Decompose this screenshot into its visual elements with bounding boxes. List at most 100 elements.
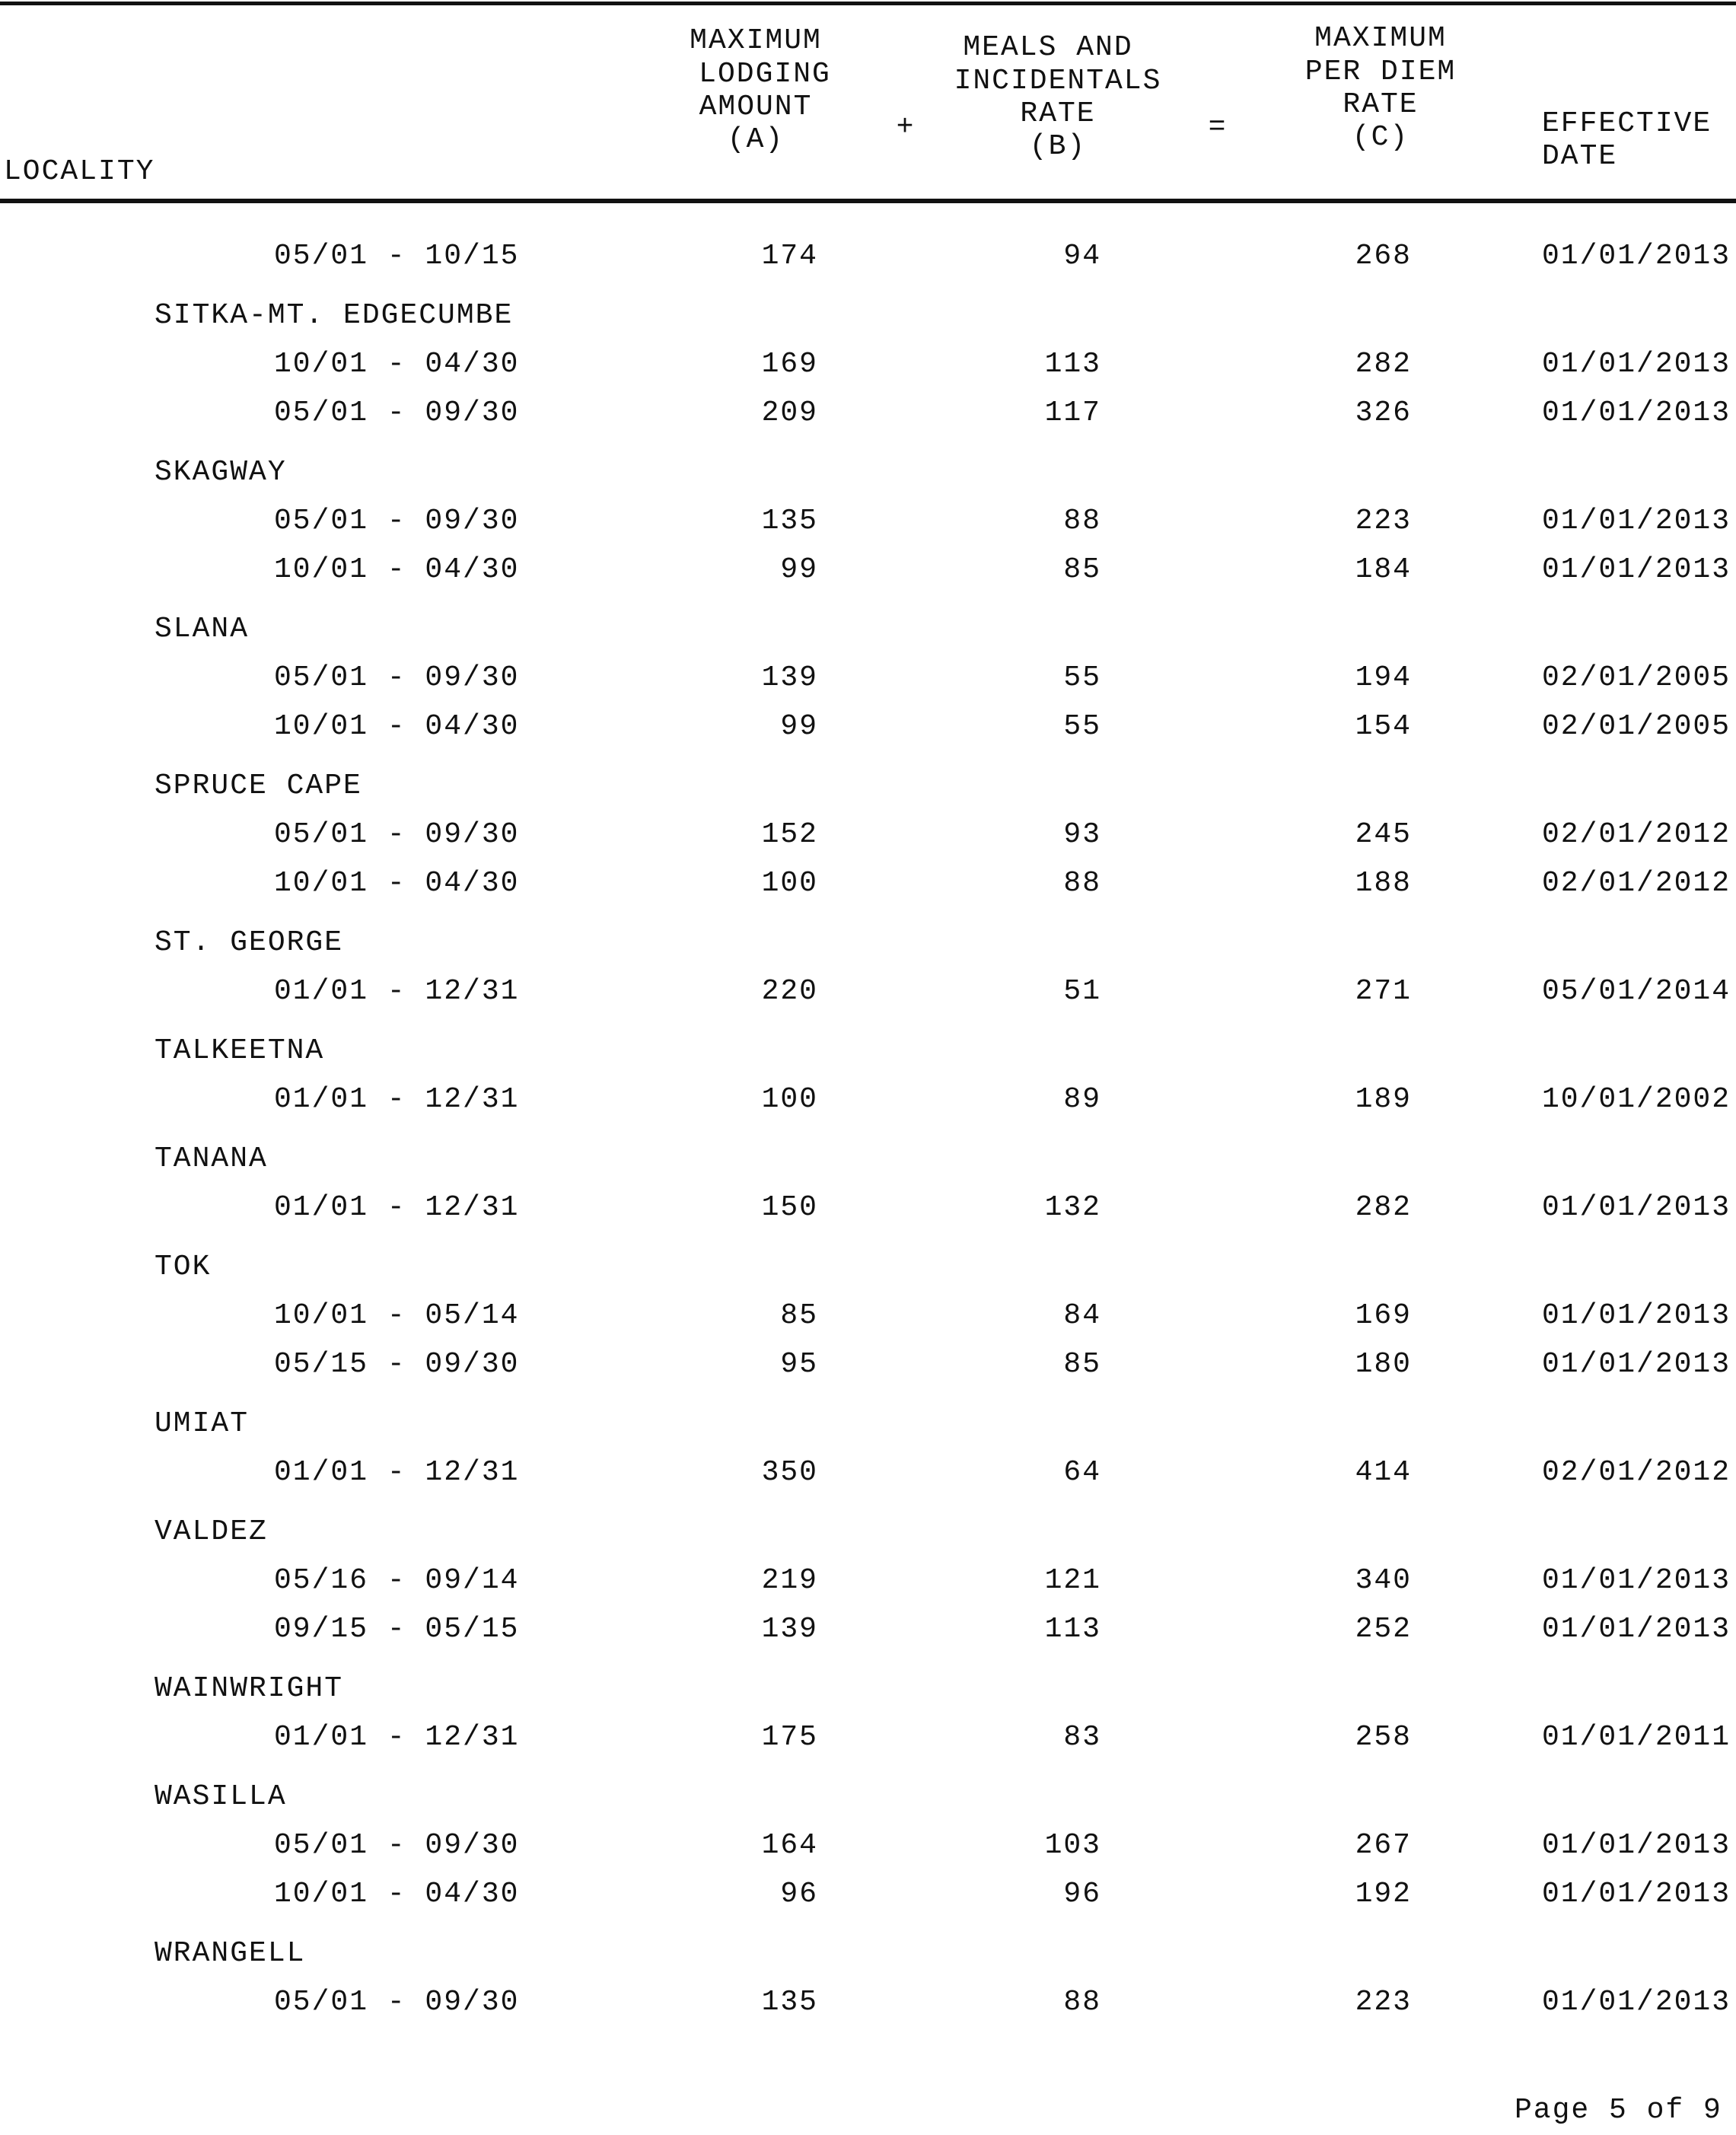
lodging-amount: 164 (761, 1829, 818, 1862)
locality-row: WASILLA (0, 1773, 1736, 1821)
header-perdiem-2: PER DIEM (1304, 56, 1457, 88)
lodging-amount: 169 (761, 348, 818, 381)
effective-date: 02/01/2005 (1542, 710, 1731, 743)
mie-rate: 96 (1063, 1878, 1101, 1910)
per-diem-rate: 223 (1355, 505, 1412, 537)
mie-rate: 55 (1063, 661, 1101, 694)
lodging-amount: 135 (761, 505, 818, 537)
mie-rate: 55 (1063, 710, 1101, 743)
locality-name: UMIAT (154, 1407, 250, 1440)
season-range: 05/01 - 09/30 (274, 397, 520, 429)
locality-row: SPRUCE CAPE (0, 762, 1736, 811)
header-effective-1: EFFECTIVE (1542, 107, 1712, 140)
mie-rate: 93 (1063, 818, 1101, 851)
header-lodging-4: (A) (727, 123, 785, 156)
season-range: 10/01 - 05/14 (274, 1299, 520, 1332)
effective-date: 02/01/2012 (1542, 818, 1731, 851)
effective-date: 01/01/2013 (1542, 553, 1731, 586)
per-diem-rate: 154 (1355, 710, 1412, 743)
header-effective-2: DATE (1542, 140, 1618, 173)
per-diem-rate: 184 (1355, 553, 1412, 586)
table-row: 10/01 - 05/14 85 84 169 01/01/2013 (0, 1292, 1736, 1340)
locality-row: VALDEZ (0, 1508, 1736, 1557)
season-range: 10/01 - 04/30 (274, 867, 520, 900)
locality-row: TOK (0, 1243, 1736, 1292)
table-row: 05/01 - 09/30 139 55 194 02/01/2005 (0, 654, 1736, 703)
effective-date: 01/01/2013 (1542, 1191, 1731, 1224)
page-number: Page 5 of 9 (1515, 2094, 1722, 2127)
season-range: 05/16 - 09/14 (274, 1564, 520, 1597)
per-diem-rate: 267 (1355, 1829, 1412, 1862)
season-range: 01/01 - 12/31 (274, 975, 520, 1008)
header-lodging-3: AMOUNT (699, 91, 813, 123)
per-diem-rate: 414 (1355, 1456, 1412, 1489)
locality-name: SKAGWAY (154, 456, 287, 489)
effective-date: 01/01/2013 (1542, 1613, 1731, 1646)
table-row: 05/01 - 09/30 135 88 223 01/01/2013 (0, 497, 1736, 546)
effective-date: 01/01/2013 (1542, 505, 1731, 537)
header-mie-1: MEALS AND (963, 31, 1133, 64)
header-lodging-1: MAXIMUM (690, 24, 822, 57)
lodging-amount: 152 (761, 818, 818, 851)
table-row: 05/01 - 10/15 174 94 268 01/01/2013 (0, 232, 1736, 281)
mie-rate: 103 (1044, 1829, 1101, 1862)
lodging-amount: 150 (761, 1191, 818, 1224)
table-row: 10/01 - 04/30 99 85 184 01/01/2013 (0, 546, 1736, 594)
season-range: 01/01 - 12/31 (274, 1721, 520, 1754)
header-mie-3: RATE (1020, 97, 1096, 130)
mie-rate: 51 (1063, 975, 1101, 1008)
effective-date: 10/01/2002 (1542, 1083, 1731, 1116)
effective-date: 01/01/2013 (1542, 240, 1731, 272)
table-row: 05/01 - 09/30 135 88 223 01/01/2013 (0, 1978, 1736, 2027)
header-mie-4: (B) (1029, 130, 1087, 163)
lodging-amount: 96 (780, 1878, 818, 1910)
per-diem-rate: 252 (1355, 1613, 1412, 1646)
per-diem-rate: 223 (1355, 1986, 1412, 2019)
mie-rate: 113 (1044, 1613, 1101, 1646)
per-diem-rate: 268 (1355, 240, 1412, 272)
mie-rate: 113 (1044, 348, 1101, 381)
season-range: 01/01 - 12/31 (274, 1456, 520, 1489)
lodging-amount: 99 (780, 553, 818, 586)
table-row: 01/01 - 12/31 350 64 414 02/01/2012 (0, 1448, 1736, 1497)
per-diem-rate: 188 (1355, 867, 1412, 900)
effective-date: 02/01/2005 (1542, 661, 1731, 694)
locality-row: WRANGELL (0, 1929, 1736, 1978)
table-row: 10/01 - 04/30 96 96 192 01/01/2013 (0, 1870, 1736, 1919)
mie-rate: 85 (1063, 553, 1101, 586)
locality-row: WAINWRIGHT (0, 1665, 1736, 1713)
locality-name: VALDEZ (154, 1515, 268, 1548)
table-row: 05/01 - 09/30 209 117 326 01/01/2013 (0, 389, 1736, 438)
per-diem-rate: 258 (1355, 1721, 1412, 1754)
season-range: 05/01 - 09/30 (274, 1986, 520, 2019)
season-range: 05/01 - 10/15 (274, 240, 520, 272)
season-range: 01/01 - 12/31 (274, 1191, 520, 1224)
per-diem-rate: 340 (1355, 1564, 1412, 1597)
rate-table-body: 05/01 - 10/15 174 94 268 01/01/2013 SITKA-MT.… (0, 232, 1736, 2027)
per-diem-rate: 192 (1355, 1878, 1412, 1910)
mie-rate: 117 (1044, 397, 1101, 429)
mie-rate: 88 (1063, 867, 1101, 900)
locality-name: TALKEETNA (154, 1034, 325, 1067)
header-perdiem-1: MAXIMUM (1314, 22, 1447, 55)
mie-rate: 121 (1044, 1564, 1101, 1597)
table-row: 01/01 - 12/31 150 132 282 01/01/2013 (0, 1184, 1736, 1232)
table-row: 09/15 - 05/15 139 113 252 01/01/2013 (0, 1605, 1736, 1654)
table-row: 05/16 - 09/14 219 121 340 01/01/2013 (0, 1557, 1736, 1605)
table-row: 05/15 - 09/30 95 85 180 01/01/2013 (0, 1340, 1736, 1389)
lodging-amount: 139 (761, 1613, 818, 1646)
header-lodging-2: LODGING (699, 58, 831, 91)
season-range: 05/01 - 09/30 (274, 818, 520, 851)
lodging-amount: 209 (761, 397, 818, 429)
season-range: 10/01 - 04/30 (274, 710, 520, 743)
effective-date: 02/01/2012 (1542, 1456, 1731, 1489)
mie-rate: 132 (1044, 1191, 1101, 1224)
locality-name: SPRUCE CAPE (154, 770, 362, 802)
mie-rate: 88 (1063, 1986, 1101, 2019)
effective-date: 01/01/2013 (1542, 1986, 1731, 2019)
per-diem-rate: 326 (1355, 397, 1412, 429)
table-row: 01/01 - 12/31 100 89 189 10/01/2002 (0, 1075, 1736, 1124)
lodging-amount: 219 (761, 1564, 818, 1597)
locality-row: SKAGWAY (0, 448, 1736, 497)
lodging-amount: 175 (761, 1721, 818, 1754)
